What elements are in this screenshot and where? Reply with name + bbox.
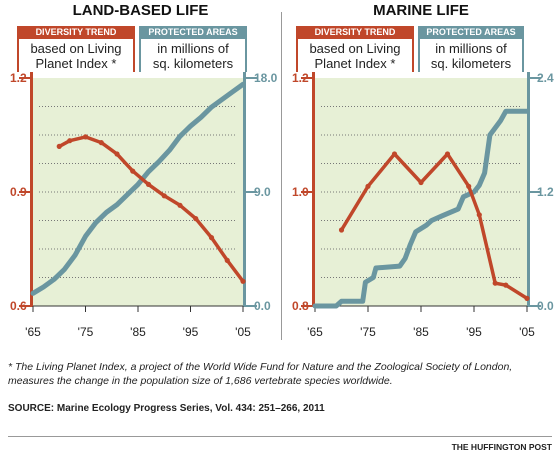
- marine-diversity-point: [492, 280, 498, 286]
- land-x-tick-label: '75: [78, 325, 94, 339]
- land-protected-legend-head: PROTECTED AREAS: [139, 26, 247, 39]
- land-diversity-legend-head: DIVERSITY TREND: [17, 26, 135, 39]
- marine-diversity-line: [339, 152, 529, 301]
- land-right-axis-bar: [243, 72, 246, 306]
- marine-protected-legend-head: PROTECTED AREAS: [418, 26, 524, 39]
- land-protected-legend: PROTECTED AREAS in millions of sq. kilom…: [139, 26, 247, 72]
- land-x-tick-label: '95: [183, 325, 199, 339]
- footnote: * The Living Planet Index, a project of …: [8, 361, 513, 387]
- marine-left-axis-bar: [312, 72, 315, 306]
- land-diversity-point: [67, 138, 73, 144]
- land-diversity-point: [240, 278, 246, 284]
- legend-line: based on Living: [30, 41, 122, 56]
- panel-divider: [281, 12, 282, 340]
- land-diversity-point: [177, 202, 183, 208]
- marine-left-tick-label: 0.8: [292, 299, 309, 313]
- land-protected-areas-line: [30, 81, 246, 296]
- land-left-tick-label: 0.6: [10, 299, 27, 313]
- land-left-tick-label: 1.2: [10, 71, 27, 85]
- land-diversity-legend-text: based on Living Planet Index *: [19, 41, 133, 71]
- marine-protected-legend-text: in millions of sq. kilometers: [420, 41, 522, 71]
- land-diversity-point: [145, 181, 152, 187]
- land-diversity-point: [56, 143, 62, 149]
- marine-diversity-point: [466, 183, 472, 189]
- marine-diversity-point: [391, 151, 398, 157]
- credit: THE HUFFINGTON POST: [451, 442, 552, 452]
- marine-x-tick-label: '75: [360, 325, 376, 339]
- land-diversity-point: [98, 140, 104, 146]
- land-right-tick-label: 9.0: [254, 185, 271, 199]
- land-left-axis-bar: [30, 72, 33, 306]
- land-x-tick-label: '85: [130, 325, 146, 339]
- marine-diversity-point: [524, 295, 530, 301]
- land-right-tick-label: 0.0: [254, 299, 271, 313]
- legend-line: sq. kilometers: [152, 56, 234, 71]
- panel-title-marine: MARINE LIFE: [373, 2, 469, 19]
- marine-diversity-point: [365, 183, 371, 189]
- marine-right-tick-label: 2.4: [537, 71, 554, 85]
- marine-left-tick-label: 1.2: [292, 71, 309, 85]
- land-x-tick-label: '05: [235, 325, 251, 339]
- marine-right-tick-label: 1.2: [537, 185, 554, 199]
- land-left-tick-label: 0.9: [10, 185, 27, 199]
- land-diversity-point: [208, 235, 215, 241]
- source-line: SOURCE: Marine Ecology Progress Series, …: [8, 403, 325, 414]
- land-diversity-point: [161, 193, 167, 199]
- marine-protected-legend: PROTECTED AREAS in millions of sq. kilom…: [418, 26, 524, 72]
- legend-line: in millions of: [435, 41, 507, 56]
- marine-x-tick-label: '05: [519, 325, 535, 339]
- marine-diversity-point: [444, 151, 451, 157]
- marine-right-tick-label: 0.0: [537, 299, 554, 313]
- land-diversity-point: [114, 151, 120, 157]
- land-diversity-point: [224, 257, 230, 263]
- land-x-tick-label: '65: [25, 325, 41, 339]
- marine-diversity-legend-head: DIVERSITY TREND: [296, 26, 414, 39]
- bottom-rule: [8, 436, 552, 437]
- marine-diversity-legend-text: based on Living Planet Index *: [298, 41, 412, 71]
- marine-diversity-point: [418, 179, 424, 186]
- legend-line: sq. kilometers: [430, 56, 512, 71]
- legend-line: Planet Index *: [35, 56, 117, 71]
- marine-diversity-point: [476, 212, 482, 218]
- marine-x-tick-label: '95: [466, 325, 482, 339]
- land-diversity-point: [82, 134, 89, 140]
- land-diversity-point: [130, 168, 136, 174]
- marine-x-tick-label: '65: [307, 325, 323, 339]
- land-diversity-legend: DIVERSITY TREND based on Living Planet I…: [17, 26, 135, 72]
- legend-line: Planet Index *: [314, 56, 396, 71]
- panel-title-land: LAND-BASED LIFE: [72, 2, 209, 19]
- marine-right-axis-bar: [527, 72, 530, 306]
- marine-left-tick-label: 1.0: [292, 185, 309, 199]
- marine-protected-areas-line: [312, 108, 530, 309]
- legend-line: in millions of: [157, 41, 229, 56]
- marine-diversity-legend: DIVERSITY TREND based on Living Planet I…: [296, 26, 414, 72]
- legend-line: based on Living: [309, 41, 401, 56]
- marine-diversity-point: [503, 282, 509, 288]
- marine-x-tick-label: '85: [413, 325, 429, 339]
- land-diversity-point: [193, 216, 199, 222]
- land-right-tick-label: 18.0: [254, 71, 278, 85]
- marine-diversity-point: [338, 227, 345, 233]
- land-protected-legend-text: in millions of sq. kilometers: [141, 41, 245, 71]
